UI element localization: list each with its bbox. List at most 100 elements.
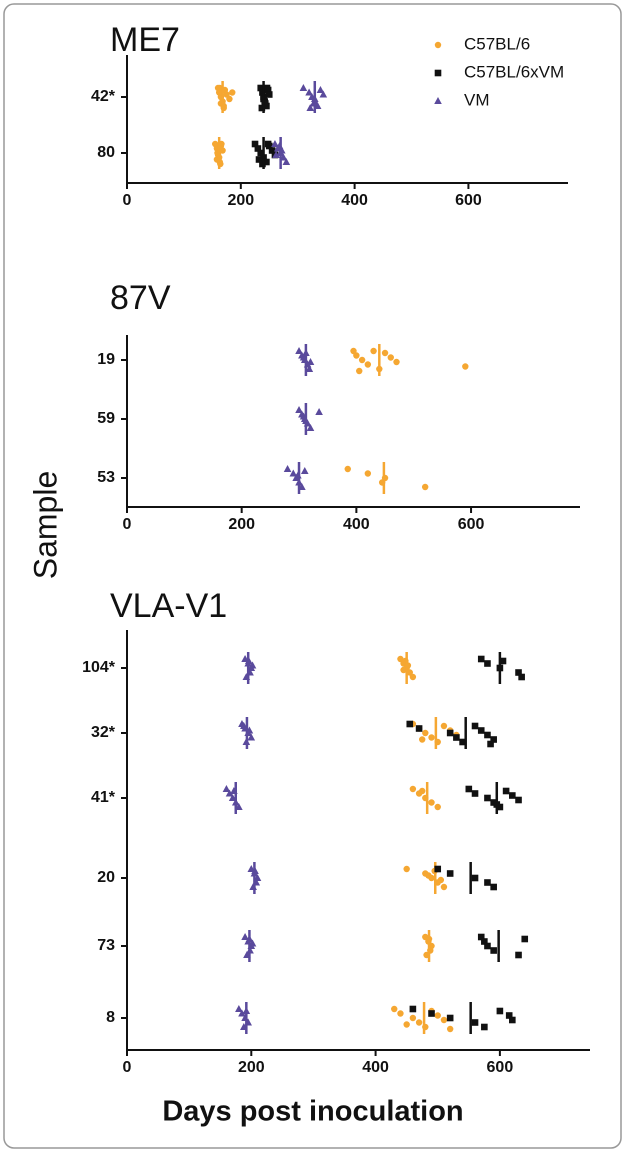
y-tick-label: 8 [106,1009,115,1026]
x-tick-label: 200 [238,1059,265,1076]
x-tick-label: 0 [123,516,132,533]
legend-label: VM [464,90,490,109]
point [283,465,292,472]
point [471,1019,479,1026]
point [393,358,400,366]
panel-title: 87V [110,279,171,317]
point [400,666,407,674]
point [409,673,417,681]
point [235,1005,243,1012]
point [353,352,360,359]
point [481,1023,488,1031]
point [471,874,479,882]
point [264,140,272,148]
y-tick-label: 20 [97,869,115,886]
point [263,84,271,92]
point [490,736,497,743]
point [446,870,454,877]
point [434,69,442,77]
point [403,865,410,873]
point [248,661,257,669]
point [425,872,432,879]
point [299,84,308,91]
point [397,1010,404,1017]
point [484,660,491,667]
legend-label: C57BL/6xVM [464,62,564,81]
point [370,347,377,355]
point [319,90,328,98]
point [446,1025,454,1033]
y-tick-label: 59 [97,410,115,427]
point [515,951,522,959]
point [364,361,372,368]
point [295,406,303,413]
point [499,657,507,665]
point [496,1007,504,1015]
point [406,720,414,728]
point [409,1014,417,1022]
x-tick-label: 400 [362,1059,389,1076]
y-tick-label: 41* [91,789,116,806]
point [229,89,236,96]
point [305,365,314,372]
panel-title: VLA-V1 [110,587,227,625]
point [465,785,473,793]
point [358,356,366,364]
point [434,1012,441,1019]
point [434,97,442,104]
point [272,151,280,158]
point [254,145,262,152]
point [484,731,491,739]
point [490,947,497,954]
point [459,738,466,746]
legend-label: C57BL/6 [464,34,530,53]
x-tick-label: 600 [455,192,482,209]
point [306,424,315,431]
y-tick-label: 80 [97,144,115,161]
point [226,95,233,103]
point [515,796,522,804]
x-tick-label: 600 [458,516,485,533]
point [471,790,479,797]
point [440,1016,448,1024]
point [484,794,491,802]
point [415,725,423,732]
point [397,655,404,663]
point [481,938,488,945]
x-tick-label: 600 [487,1059,514,1076]
point [381,349,389,357]
point [434,41,442,49]
point [446,729,454,737]
point [409,1005,417,1013]
point [289,469,298,477]
y-tick-label: 42* [91,88,116,105]
point [453,734,460,741]
point [263,158,270,166]
point [428,734,435,741]
point [440,883,448,891]
point [258,104,266,112]
point [484,942,491,950]
x-tick-label: 400 [343,516,370,533]
point [434,803,441,811]
point [484,879,491,886]
point [300,467,309,474]
point [477,655,485,663]
y-tick-label: 19 [97,351,115,368]
point [409,785,417,793]
y-tick-label: 32* [91,724,116,741]
panel-title: ME7 [110,21,180,59]
point [421,483,429,491]
point [257,84,265,92]
point [391,1005,398,1013]
x-tick-label: 0 [123,1059,132,1076]
point [446,1014,454,1022]
point [225,789,234,797]
point [518,673,525,681]
point [434,865,442,873]
point [428,799,435,806]
point [316,86,325,93]
point [257,149,265,157]
point [477,933,485,941]
